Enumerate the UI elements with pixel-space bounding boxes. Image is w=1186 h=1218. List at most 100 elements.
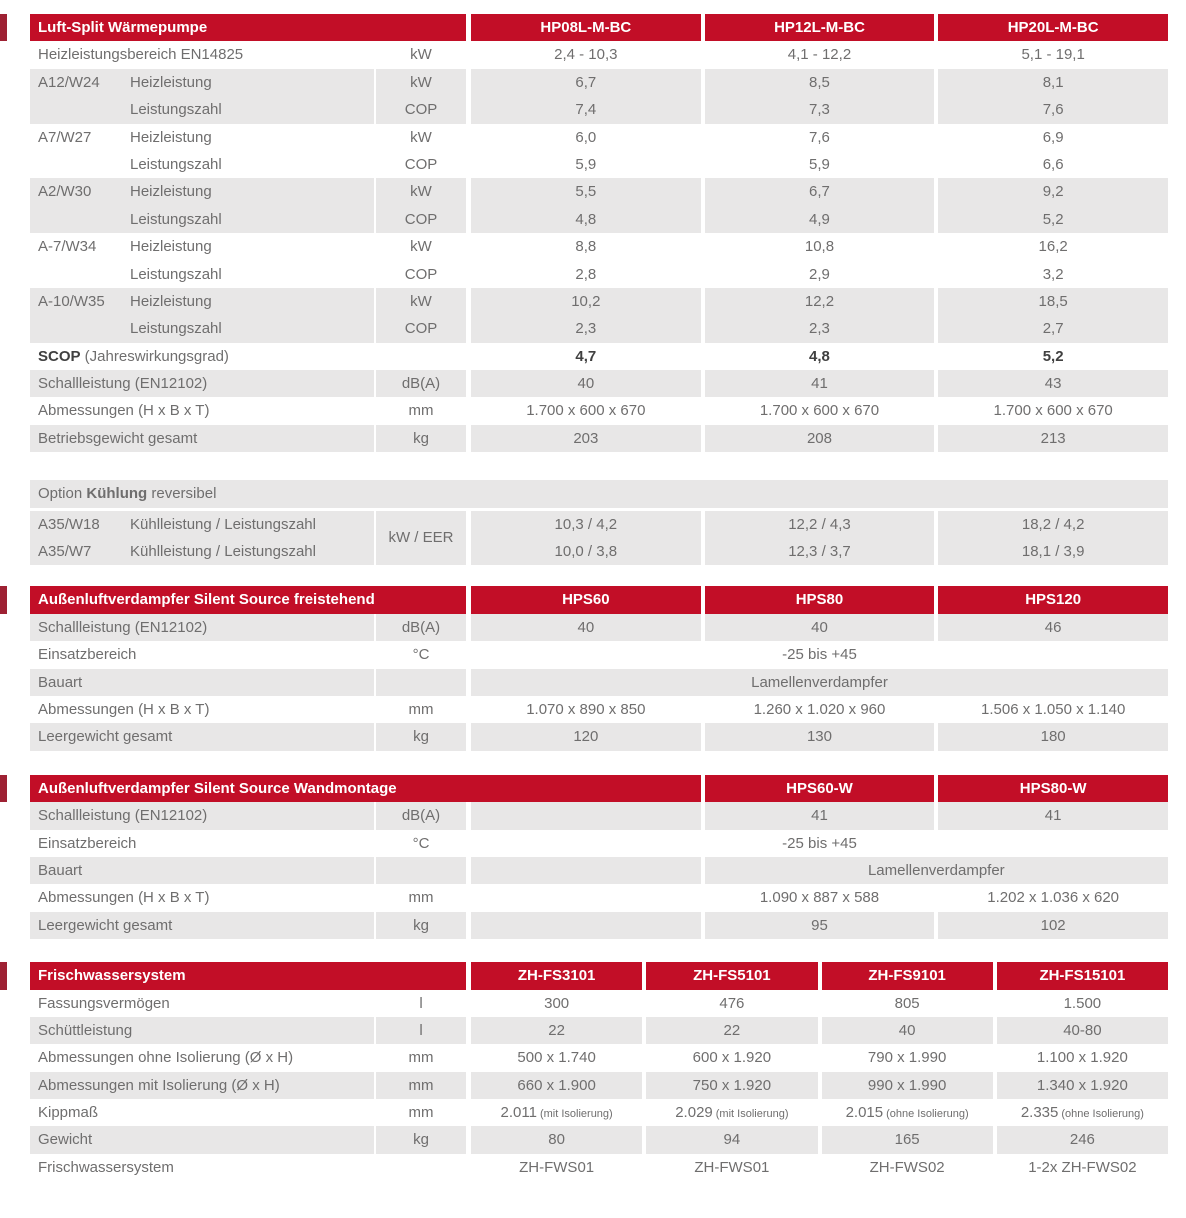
value-cell: 1.202 x 1.036 x 620	[938, 884, 1168, 912]
value-cell: 3,2	[938, 260, 1168, 288]
value-cell: 40	[471, 370, 701, 398]
label-cell: Einsatzbereich	[30, 829, 374, 857]
table-header: Frischwassersystem ZH-FS3101 ZH-FS5101 Z…	[0, 962, 1168, 990]
value-note: (ohne Isolierung)	[886, 1108, 969, 1121]
property-label: Frischwassersystem	[38, 1158, 174, 1176]
label-cell: Leistungszahl	[30, 315, 374, 343]
value-cell: 2,3	[471, 315, 701, 343]
property-label: Leistungszahl	[130, 155, 222, 173]
value-number: 2.015	[845, 1104, 884, 1122]
row-label: A35/W18 Kühlleistung / Leistungszahl	[38, 511, 374, 538]
value-cell: 43	[938, 370, 1168, 398]
property-label: Kühlleistung / Leistungszahl	[130, 543, 316, 561]
value-number: 2.335	[1020, 1104, 1059, 1122]
unit-cell: dB(A)	[376, 370, 466, 398]
condition-label: A12/W24	[38, 73, 100, 91]
table-row: A-10/W35 Heizleistung kW 10,2 12,2 18,5	[30, 287, 1168, 316]
property-label: Leistungszahl	[130, 101, 222, 119]
value-cell: 5,1 - 19,1	[938, 41, 1168, 69]
value-cell: 1.070 x 890 x 850	[471, 696, 701, 724]
label-cell: Heizleistungsbereich EN14825	[30, 41, 374, 69]
property-label: Leistungszahl	[130, 320, 222, 338]
unit-cell: COP	[376, 315, 466, 343]
model-column-header: HPS60-W	[704, 774, 935, 803]
property-label: Fassungsvermögen	[38, 994, 170, 1012]
value-cell: 120	[471, 723, 701, 751]
value-cell: 8,1	[938, 68, 1168, 97]
property-label: Einsatzbereich	[38, 834, 137, 852]
unit-cell: COP	[376, 96, 466, 124]
label-cell: Leistungszahl	[30, 96, 374, 124]
value-number: 2.029	[675, 1104, 713, 1122]
value-cell: 2.015 (ohne Isolierung)	[821, 1099, 993, 1127]
value-cell: 660 x 1.900	[471, 1071, 643, 1100]
condition-label: A2/W30	[38, 183, 92, 201]
model-column-header: ZH-FS15101	[996, 962, 1168, 990]
label-cell: Abmessungen (H x B x T)	[30, 397, 374, 425]
table-row-kippmass: Kippmaß mm 2.011 (mit Isolierung) 2.029 (m…	[30, 1099, 1168, 1127]
filler-cell	[471, 802, 701, 830]
unit-cell: kW	[376, 233, 466, 261]
model-column-header: ZH-FS3101	[471, 962, 643, 990]
value-cell: 102	[938, 911, 1168, 940]
value-cell: 7,4	[471, 96, 701, 124]
value-cell: 4,8	[704, 342, 935, 371]
unit-cell: mm	[376, 1044, 466, 1072]
unit-cell: kg	[376, 424, 466, 453]
value-cell: 180	[938, 723, 1168, 751]
property-label: Kühlleistung / Leistungszahl	[130, 515, 316, 533]
value-cell: 40-80	[996, 1016, 1168, 1045]
unit-cell: l	[376, 1016, 466, 1045]
table-row: Abmessungen ohne Isolierung (Ø x H) mm 5…	[30, 1044, 1168, 1072]
unit-cell: kW	[376, 123, 466, 151]
value-cell: 10,8	[704, 233, 935, 261]
property-label: Schallleistung (EN12102)	[38, 375, 208, 393]
label-cell: Abmessungen (H x B x T)	[30, 884, 374, 912]
label-cell: A7/W27 Heizleistung	[30, 123, 374, 151]
value-note: (mit Isolierung)	[539, 1108, 613, 1121]
table-row: Leistungszahl COP 4,8 4,9 5,2	[30, 205, 1168, 234]
unit-cell: mm	[376, 397, 466, 425]
datasheet: Luft-Split Wärmepumpe HP08L-M-BC HP12L-M…	[0, 14, 1168, 1182]
value-cell: ZH-FWS01	[471, 1153, 643, 1182]
value-cell: 1.340 x 1.920	[996, 1071, 1168, 1100]
property-label: Leergewicht gesamt	[38, 916, 173, 934]
span-value-cell: Lamellenverdampfer	[704, 856, 1168, 885]
property-label: Heizleistung	[130, 238, 212, 256]
model-column-header: ZH-FS5101	[646, 962, 818, 990]
filler-cell	[471, 911, 701, 940]
unit-cell	[376, 1153, 466, 1182]
value-cell: 500 x 1.740	[471, 1044, 643, 1072]
property-label: Leistungszahl	[130, 210, 222, 228]
value-cell: 12,2 / 4,3 12,3 / 3,7	[704, 510, 935, 566]
scop-label: SCOP	[38, 347, 81, 365]
table-row: Leergewicht gesamt kg 120 130 180	[30, 723, 1168, 751]
table-row: A2/W30 Heizleistung kW 5,5 6,7 9,2	[30, 178, 1168, 206]
value-cell: 6,7	[471, 68, 701, 97]
unit-cell: dB(A)	[376, 802, 466, 830]
label-cell: Schallleistung (EN12102)	[30, 370, 374, 398]
value-cell: 94	[646, 1126, 818, 1154]
table-row: Abmessungen (H x B x T) mm 1.700 x 600 x…	[30, 397, 1168, 425]
table-row: Bauart Lamellenverdampfer	[30, 668, 1168, 696]
model-column-header: HPS80	[704, 586, 935, 614]
value-cell: 213	[938, 424, 1168, 453]
value-cell: 22	[471, 1016, 643, 1045]
value-cell: 7,6	[938, 96, 1168, 124]
label-cell: A-7/W34 Heizleistung	[30, 233, 374, 261]
property-label: Heizleistungsbereich EN14825	[38, 46, 244, 64]
table-row: Schüttleistung l 22 22 40 40-80	[30, 1016, 1168, 1045]
value-cell: ZH-FWS02	[821, 1153, 993, 1182]
value-cell: 5,9	[704, 150, 935, 179]
value-cell: 4,1 - 12,2	[704, 41, 935, 69]
value-line: 18,2 / 4,2	[1021, 515, 1085, 533]
property-label: Abmessungen (H x B x T)	[38, 889, 210, 907]
unit-cell: kW	[376, 178, 466, 206]
property-label: Abmessungen (H x B x T)	[38, 701, 210, 718]
page-bleed-mark	[0, 586, 7, 614]
table-row: Einsatzbereich °C -25 bis +45	[30, 829, 1168, 857]
model-column-header: HPS60	[471, 586, 701, 614]
label-cell: Fassungsvermögen	[30, 989, 374, 1017]
table-row: Bauart Lamellenverdampfer	[30, 856, 1168, 885]
section-subheader: Option Kühlung reversibel	[30, 480, 1168, 508]
